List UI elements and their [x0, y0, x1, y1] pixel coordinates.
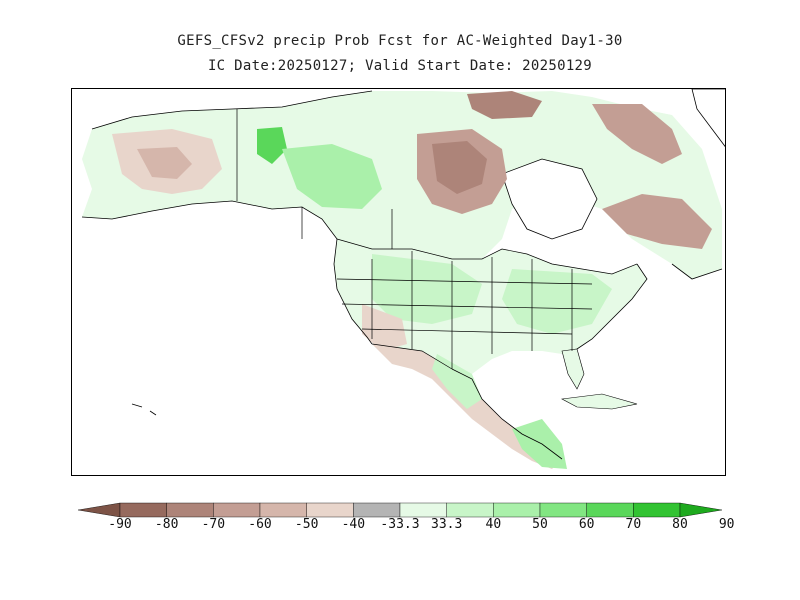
map-subtitle: IC Date:20250127; Valid Start Date: 2025… [207, 58, 593, 74]
legend-tick-label: -60 [248, 517, 272, 532]
legend-tick-label: 90 [718, 517, 735, 532]
legend-bin-8 [446, 502, 494, 518]
legend-bin-10 [539, 502, 587, 518]
mexico-wet [432, 354, 482, 409]
forecast-map [81, 89, 725, 469]
central-canada-dry-core [432, 141, 487, 194]
arctic-islands-dry [467, 91, 542, 119]
legend-bin-13 [679, 502, 722, 518]
quebec-dry [602, 194, 712, 249]
yukon-wet [257, 127, 287, 164]
legend-bin-1 [119, 502, 167, 518]
coastlines [81, 90, 723, 460]
legend-tick-label: 80 [672, 517, 688, 532]
legend-bin-6 [353, 502, 401, 518]
legend-tick-label: -33.3 [380, 517, 420, 532]
florida [561, 348, 585, 390]
cuba [561, 393, 638, 410]
color-legend [78, 502, 722, 518]
southwest-dry [362, 304, 407, 351]
legend-tick-label: 50 [532, 517, 548, 532]
legend-bin-4 [259, 502, 307, 518]
legend-tick-label: -70 [201, 517, 226, 532]
legend-tick-label: 70 [625, 517, 642, 532]
baffin-dry [592, 104, 682, 164]
greenland-edge [691, 89, 725, 148]
map-title: GEFS_CFSv2 precip Prob Fcst for AC-Weigh… [177, 33, 623, 49]
hudson-bay [501, 158, 598, 240]
legend-tick-label: -40 [341, 517, 366, 532]
legend-bin-5 [306, 502, 354, 518]
legend-tick-label: 33.3 [431, 517, 463, 532]
legend-bin-9 [493, 502, 541, 518]
alaska-dry-core [137, 147, 192, 179]
map-panel [71, 88, 726, 476]
bc-wet [282, 144, 382, 209]
legend-tick-label: -80 [154, 517, 179, 532]
legend-tick-label: -90 [108, 517, 132, 532]
political-borders [236, 109, 638, 370]
legend-bin-12 [633, 502, 681, 518]
legend-bin-7 [399, 502, 447, 518]
central-america-wet [512, 419, 567, 469]
legend-bin-2 [166, 502, 214, 518]
legend-bin-0 [78, 502, 121, 518]
conus-wet-east [502, 269, 612, 334]
legend-bin-11 [586, 502, 634, 518]
legend-tick-label: 40 [485, 517, 502, 532]
legend-bin-3 [213, 502, 261, 518]
legend-tick-label: -50 [294, 517, 319, 532]
land-north [82, 91, 722, 279]
legend-tick-label: 60 [578, 517, 595, 532]
